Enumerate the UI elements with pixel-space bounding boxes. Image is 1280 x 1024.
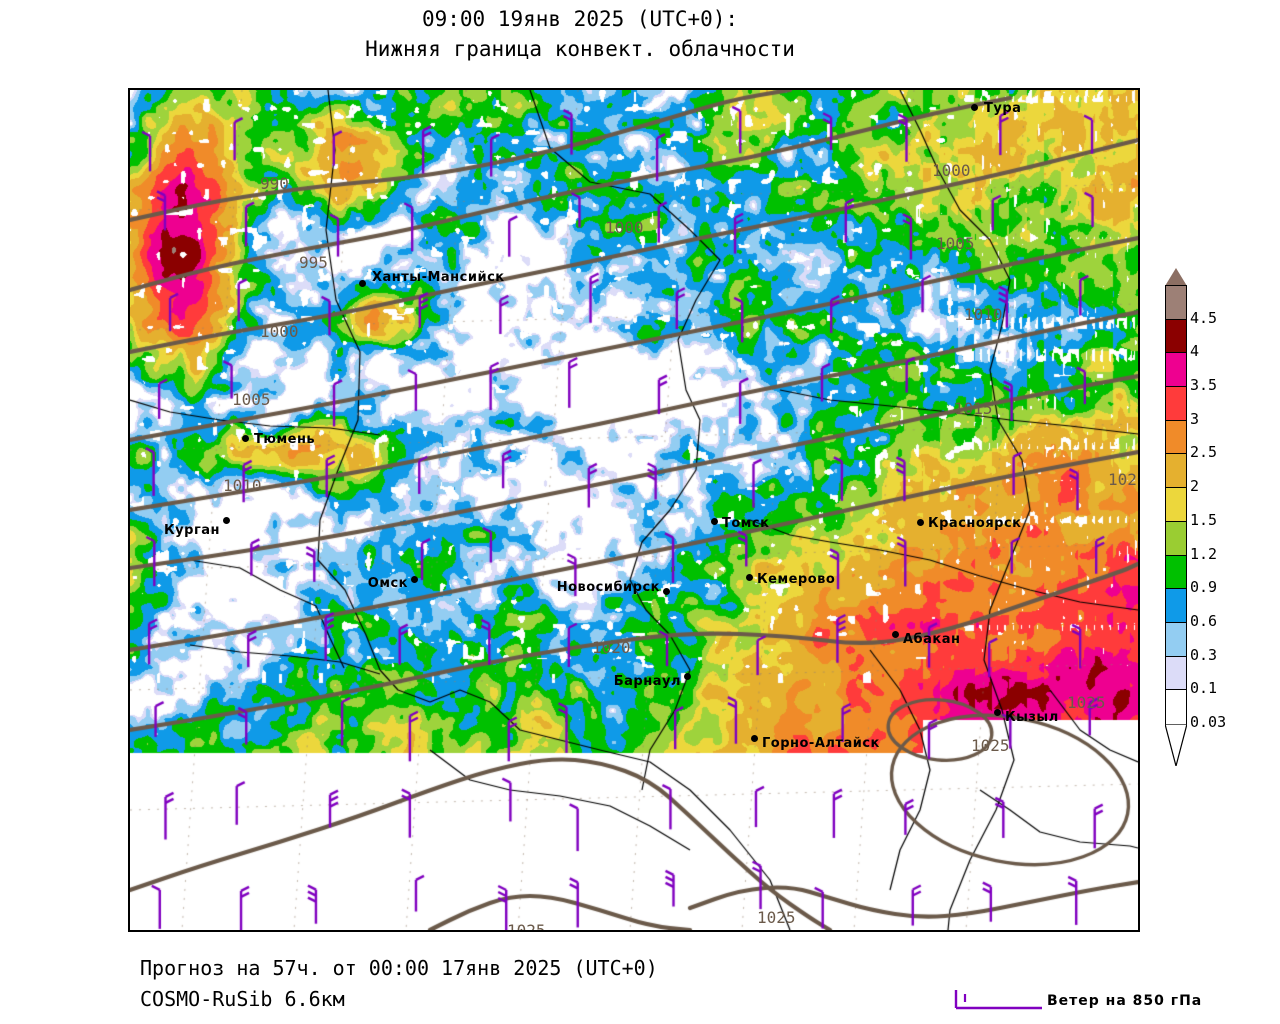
colorbar-segment <box>1166 286 1186 320</box>
colorbar-tick-label: 1.2 <box>1190 544 1218 563</box>
colorbar-segment <box>1166 622 1186 657</box>
colorbar-top-arrow <box>1165 268 1187 286</box>
title-block: 09:00 19янв 2025 (UTC+0): Нижняя граница… <box>0 4 1160 64</box>
colorbar-segment <box>1166 319 1186 354</box>
city-marker-dot <box>994 709 1001 716</box>
wind-legend-label: Ветер на 850 гПа <box>1047 993 1203 1009</box>
isobar-label: 995 <box>299 253 328 272</box>
city-marker-dot <box>751 735 758 742</box>
isobar-label: 1005 <box>232 390 271 409</box>
colorbar-segment <box>1166 454 1186 489</box>
city-marker-dot <box>663 588 670 595</box>
colorbar-tick-label: 0.1 <box>1190 679 1218 698</box>
colorbar-axis-label: Нижняя граница конвект. облачности, км <box>1220 0 1242 268</box>
city-marker-dot <box>359 280 366 287</box>
colorbar-segment <box>1166 353 1186 388</box>
isobar-label: 1005 <box>936 234 975 253</box>
forecast-info: Прогноз на 57ч. от 00:00 17янв 2025 (UTC… <box>140 956 658 980</box>
isobar-label: 1020 <box>592 638 631 657</box>
map-raster-canvas <box>130 90 1138 930</box>
colorbar-tick-label: 3.5 <box>1190 376 1218 395</box>
isobar-label: 1025 <box>757 908 796 927</box>
weather-map[interactable]: Тура Ханты-Мансийск Тюмень Курган Омск Новоси… <box>128 88 1140 932</box>
city-label: Тюмень <box>254 432 316 447</box>
colorbar-segment <box>1166 555 1186 590</box>
isobar-label: 1025 <box>507 921 546 932</box>
isobar-label: 1000 <box>932 161 971 180</box>
city-marker-dot <box>711 518 718 525</box>
wind-barb-icon <box>954 990 1042 1010</box>
colorbar-tick-label: 0.03 <box>1190 713 1227 731</box>
colorbar-segment <box>1166 690 1186 724</box>
colorbar-segment <box>1166 387 1186 421</box>
city-label: Тура <box>984 101 1022 116</box>
colorbar-tick-label: 4 <box>1190 342 1200 361</box>
colorbar-segment <box>1166 656 1186 691</box>
city-label: Томск <box>722 516 770 531</box>
isobar-label: 1025 <box>971 736 1010 755</box>
colorbar-tick-label: 0.3 <box>1190 645 1218 664</box>
isobar-label: 1020 <box>1108 470 1138 489</box>
colorbar-tick-label: 2.5 <box>1190 443 1218 462</box>
page-title-parameter: Нижняя граница конвект. облачности <box>365 37 795 61</box>
isobar-label: 1015 <box>954 399 993 418</box>
city-label: Кызыл <box>1005 710 1059 725</box>
city-marker-dot <box>746 574 753 581</box>
page-title-datetime: 09:00 19янв 2025 (UTC+0): <box>421 7 739 31</box>
colorbar-tick-label: 3 <box>1190 409 1200 428</box>
colorbar-tick-label: 0.6 <box>1190 611 1218 630</box>
colorbar-segment <box>1166 521 1186 556</box>
city-marker-dot <box>684 673 691 680</box>
isobar-label: 1000 <box>605 218 644 237</box>
city-label: Горно-Алтайск <box>762 736 880 751</box>
city-label: Барнаул <box>613 674 681 689</box>
isobar-label: 1010 <box>964 305 1003 324</box>
colorbar-legend: 4.543.532.521.51.20.90.60.30.10.03 Нижня… <box>1160 268 1280 778</box>
colorbar-segment <box>1166 420 1186 455</box>
city-marker-dot <box>242 435 249 442</box>
city-label: Ханты-Мансийск <box>372 270 505 285</box>
wind-legend: Ветер на 850 гПа <box>952 988 1272 1018</box>
colorbar-tick-label: 4.5 <box>1190 308 1218 327</box>
city-marker-dot <box>971 104 978 111</box>
city-label: Курган <box>164 523 220 538</box>
city-marker-dot <box>892 631 899 638</box>
city-label: Омск <box>367 576 408 591</box>
city-marker-dot <box>917 519 924 526</box>
footer-block: Прогноз на 57ч. от 00:00 17янв 2025 (UTC… <box>140 953 658 1015</box>
model-info: COSMO-RuSib 6.6км <box>140 987 345 1011</box>
colorbar-tick-label: 0.9 <box>1190 578 1218 597</box>
isobar-label: 990 <box>260 174 289 193</box>
isobar-label: 1000 <box>260 322 299 341</box>
city-label: Новосибирск <box>556 580 660 595</box>
city-marker-dot <box>411 576 418 583</box>
colorbar-tick-label: 2 <box>1190 477 1200 496</box>
isobar-label: 1025 <box>1067 693 1106 712</box>
colorbar-bar <box>1165 285 1187 725</box>
city-marker-dot <box>223 517 230 524</box>
colorbar-bottom-arrow <box>1165 724 1187 766</box>
city-label: Абакан <box>903 632 961 647</box>
city-label: Кемерово <box>757 572 836 587</box>
colorbar-tick-label: 1.5 <box>1190 510 1218 529</box>
colorbar-segment <box>1166 488 1186 522</box>
isobar-label: 1010 <box>223 476 262 495</box>
city-label: Красноярск <box>928 516 1022 531</box>
colorbar-segment <box>1166 589 1186 623</box>
